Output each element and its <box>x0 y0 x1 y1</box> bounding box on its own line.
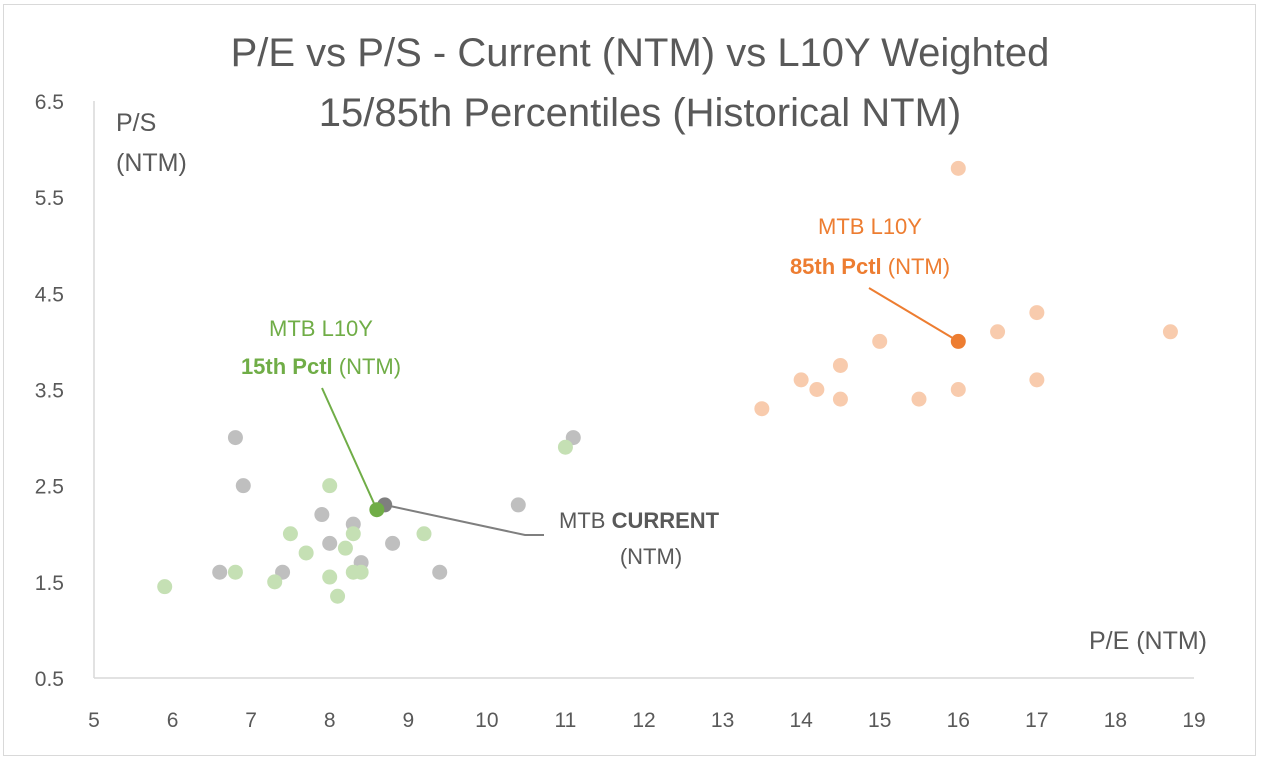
p15-annotation-line-2: 15th Pctl (NTM) <box>241 354 401 379</box>
series-1-point <box>267 574 283 590</box>
chart-title-line-2: 15/85th Percentiles (Historical NTM) <box>319 91 961 135</box>
y-tick-label: 1.5 <box>35 572 64 595</box>
x-tick-label: 12 <box>632 709 655 732</box>
series-0-point <box>227 430 243 446</box>
x-tick-label: 16 <box>947 709 970 732</box>
p15-annotation-suffix: (NTM) <box>333 354 401 379</box>
series-1-point <box>157 579 173 595</box>
series-2-point <box>754 401 770 417</box>
chart-frame: P/E vs P/S - Current (NTM) vs L10Y Weigh… <box>3 4 1256 756</box>
series-2-point <box>911 391 927 407</box>
y-tick-label: 2.5 <box>35 476 64 499</box>
highlight-point-2 <box>950 333 966 349</box>
y-tick-label: 3.5 <box>35 380 64 403</box>
series-1-point <box>282 526 298 542</box>
series-1-point <box>322 569 338 585</box>
data-points <box>157 160 1178 604</box>
series-1-point <box>557 439 573 455</box>
series-2-point <box>809 382 825 397</box>
x-tick-label: 9 <box>402 709 414 732</box>
p15-annotation-bold: 15th Pctl <box>241 354 333 379</box>
current-leader-line <box>384 503 544 536</box>
highlight-point-1 <box>369 502 385 518</box>
x-tick-label: 11 <box>555 709 577 732</box>
current-annotation-bold: CURRENT <box>612 508 720 533</box>
current-annotation-line-2: (NTM) <box>620 544 682 569</box>
series-2-point <box>1029 372 1045 388</box>
p85-annotation-suffix: (NTM) <box>882 254 950 279</box>
y-tick-label: 5.5 <box>35 187 64 210</box>
series-2-point <box>832 391 848 407</box>
x-tick-label: 8 <box>324 709 336 732</box>
p85-annotation-bold: 85th Pctl <box>790 254 882 279</box>
x-tick-label: 6 <box>167 709 179 732</box>
x-tick-label: 14 <box>789 709 813 732</box>
series-2-point <box>872 333 888 349</box>
p15-annotation-line-1: MTB L10Y <box>269 316 373 341</box>
series-0-point <box>212 564 228 580</box>
current-annotation-line-1: MTB CURRENT <box>559 508 720 533</box>
series-1-point <box>330 588 346 604</box>
series-2-point <box>990 324 1006 340</box>
y-tick-label: 6.5 <box>35 91 64 114</box>
series-0-point <box>235 478 251 494</box>
x-tick-label: 17 <box>1025 709 1048 732</box>
series-1-point <box>227 564 243 580</box>
x-axis-label: P/E (NTM) <box>1089 627 1207 655</box>
series-0-point <box>432 564 448 580</box>
p85-annotation-line-1: MTB L10Y <box>818 214 922 239</box>
series-2-point <box>1162 324 1178 340</box>
series-2-point <box>793 372 809 388</box>
p15-leader-line <box>321 387 378 511</box>
series-2-point <box>832 357 848 373</box>
series-1-point <box>298 545 314 561</box>
y-tick-label: 0.5 <box>35 668 64 691</box>
series-2-point <box>950 160 966 176</box>
y-tick-label: 4.5 <box>35 283 64 306</box>
series-1-point <box>416 526 432 542</box>
y-axis-label-line-2: (NTM) <box>116 149 187 177</box>
series-1-point <box>337 540 353 556</box>
x-tick-labels: 5 6 7 8 9 10 11 12 13 14 15 16 17 18 19 <box>88 709 1206 732</box>
y-axis-label-line-1: P/S <box>116 109 156 137</box>
x-tick-label: 18 <box>1104 709 1127 732</box>
x-tick-label: 19 <box>1182 709 1205 732</box>
highlight-points <box>369 333 966 518</box>
chart-title-line-1: P/E vs P/S - Current (NTM) vs L10Y Weigh… <box>231 31 1050 75</box>
x-tick-label: 5 <box>88 709 100 732</box>
series-2-point <box>1029 305 1045 321</box>
series-0-point <box>322 535 338 551</box>
series-0-point <box>385 535 401 551</box>
p85-annotation-line-2: 85th Pctl (NTM) <box>790 254 950 279</box>
series-1-point <box>345 526 361 542</box>
series-1-point <box>353 564 369 580</box>
x-tick-label: 15 <box>868 709 891 732</box>
y-tick-labels: 0.5 1.5 2.5 3.5 4.5 5.5 6.5 <box>35 91 64 691</box>
x-tick-label: 13 <box>711 709 734 732</box>
series-1-point <box>322 478 338 494</box>
x-tick-label: 10 <box>475 709 498 732</box>
p85-leader-line <box>868 287 959 343</box>
current-annotation-prefix: MTB <box>559 508 612 533</box>
x-tick-label: 7 <box>245 709 257 732</box>
series-2-point <box>950 382 966 397</box>
scatter-chart: P/E vs P/S - Current (NTM) vs L10Y Weigh… <box>35 31 1207 732</box>
series-0-point <box>314 507 330 523</box>
series-0-point <box>510 497 526 513</box>
